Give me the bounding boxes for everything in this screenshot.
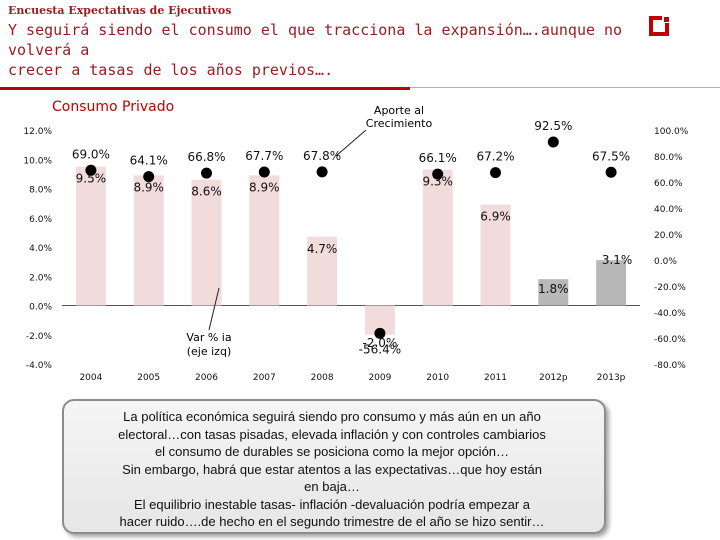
header-divider [0,87,720,90]
commentary-line-5: en baja… [304,479,360,494]
bar-label-2009: -2.0% [362,336,397,350]
headline-line-1: Y seguirá siendo el consumo el que tracc… [8,21,623,59]
marker-label-2012p: 92.5% [534,119,572,133]
x-tick-label: 2013p [597,373,626,383]
commentary-line-4: Sin embargo, habrá que estar atentos a l… [122,461,542,477]
marker-2008 [316,166,328,178]
x-tick-label: 2005 [137,373,160,383]
right-tick-label: 100.0% [654,127,689,137]
bar-2010 [422,169,453,306]
marker-2007 [258,166,270,178]
aporte-annotation-pointer [335,129,367,157]
right-tick-label: -80.0% [654,361,686,371]
var-annotation-line1: Var % ia [186,331,231,344]
commentary-box [62,399,606,534]
bar-2006 [191,179,222,306]
x-tick-label: 2010 [426,373,449,383]
marker-2013p [605,166,617,178]
marker-label-series: 69.0% 64.1% 66.8% 67.7% 67.8% -56.4% 66.1% 67.2… [72,119,630,356]
brand-logo-icon [649,16,669,36]
marker-label-2009: -56.4% [359,342,401,356]
marker-2010 [432,168,444,180]
right-axis: 100.0% 80.0% 60.0% 40.0% 20.0% 0.0% -20.0% -40.… [654,127,689,371]
bar-2005 [133,175,164,306]
bar-label-series: 9.5% 8.9% 8.6% 8.9% 4.7% -2.0% 9.3% 6.9% 1.8% 3.1… [76,172,633,350]
marker-2012p [547,136,559,148]
bar-2008 [307,236,338,306]
right-tick-label: -20.0% [654,283,686,293]
survey-label: Encuesta Expectativas de Ejecutivos [8,4,232,17]
x-axis-labels: 2004 2005 2006 2007 2008 2009 2010 2011 2012p 201… [79,373,625,383]
commentary-line-3: el consumo de durables se posiciona como… [154,444,510,459]
headline-line-2: crecer a tasas de los años previos…. [8,61,334,79]
commentary-text: La política económica seguirá siendo pro… [82,408,582,531]
bar-label-2010: 9.3% [422,174,453,188]
bar-label-2013p: 3.1% [602,253,633,267]
x-tick-label: 2008 [311,373,334,383]
marker-label-2008: 67.8% [303,149,341,163]
var-annotation-pointer [208,287,220,331]
commentary-line-6: El equilibrio inestable tasas- inflación… [133,496,530,512]
var-annotation-line2: (eje izq) [187,345,231,358]
left-tick-label: 4.0% [29,244,52,254]
left-tick-label: 8.0% [29,186,52,196]
marker-label-2011: 67.2% [476,150,514,164]
left-tick-label: -4.0% [26,361,53,371]
marker-series [85,136,617,339]
right-tick-label: 40.0% [654,205,683,215]
bar-label-2012p: 1.8% [538,282,569,296]
bar-2013p [596,260,627,306]
left-tick-label: 0.0% [29,303,52,313]
marker-label-2013p: 67.5% [592,149,630,163]
chart-annotations: Aporte al Crecimiento Var % ia (eje izq) [186,104,432,358]
right-tick-label: -40.0% [654,309,686,319]
x-tick-label: 2004 [79,373,102,383]
aporte-annotation-line1: Aporte al [374,104,424,117]
x-tick-label: 2006 [195,373,218,383]
left-tick-label: -2.0% [26,332,53,342]
left-tick-label: 10.0% [23,156,52,166]
marker-label-2004: 69.0% [72,147,110,161]
bar-2011 [480,204,511,306]
bar-2012p [538,279,569,306]
bar-label-2004: 9.5% [76,172,107,186]
right-tick-label: -60.0% [654,335,686,345]
x-tick-label: 2007 [253,373,276,383]
consumption-chart: 12.0% 10.0% 8.0% 6.0% 4.0% 2.0% 0.0% -2.0% -4.0%… [23,104,689,383]
bar-label-2011: 6.9% [480,210,511,224]
left-tick-label: 12.0% [23,127,52,137]
marker-label-2010: 66.1% [419,151,457,165]
bar-2004 [75,166,106,306]
marker-label-2006: 66.8% [187,150,225,164]
marker-2011 [490,167,501,179]
x-tick-label: 2009 [368,373,391,383]
commentary-line-1: La política económica seguirá siendo pro… [123,409,541,424]
right-tick-label: 20.0% [654,231,683,241]
bar-label-2006: 8.6% [191,185,222,199]
commentary-line-2: electoral…con tasas pisadas, elevada inf… [118,426,546,442]
x-tick-label: 2012p [539,373,568,383]
left-axis: 12.0% 10.0% 8.0% 6.0% 4.0% 2.0% 0.0% -2.0% -4.0% [23,127,52,371]
right-tick-label: 60.0% [654,179,683,189]
left-tick-label: 6.0% [29,215,52,225]
right-tick-label: 80.0% [654,153,683,163]
marker-2004 [85,164,97,176]
marker-2009 [374,327,386,339]
aporte-annotation-line2: Crecimiento [366,117,433,130]
bar-label-2007: 8.9% [249,180,280,194]
commentary-line-7: hacer ruido….de hecho en el segundo trim… [119,514,545,529]
bar-label-2008: 4.7% [307,242,338,256]
left-tick-label: 2.0% [29,273,52,283]
bar-series [75,166,627,335]
marker-label-2005: 64.1% [130,154,168,168]
marker-2005 [143,171,155,183]
marker-label-2007: 67.7% [245,149,283,163]
bar-label-2005: 8.9% [133,180,164,194]
chart-title: Consumo Privado [52,99,175,115]
right-tick-label: 0.0% [654,257,677,267]
slide-headline: Y seguirá siendo el consumo el que tracc… [8,20,648,80]
marker-2006 [201,167,212,179]
bar-2007 [249,175,280,306]
x-tick-label: 2011 [484,373,507,383]
